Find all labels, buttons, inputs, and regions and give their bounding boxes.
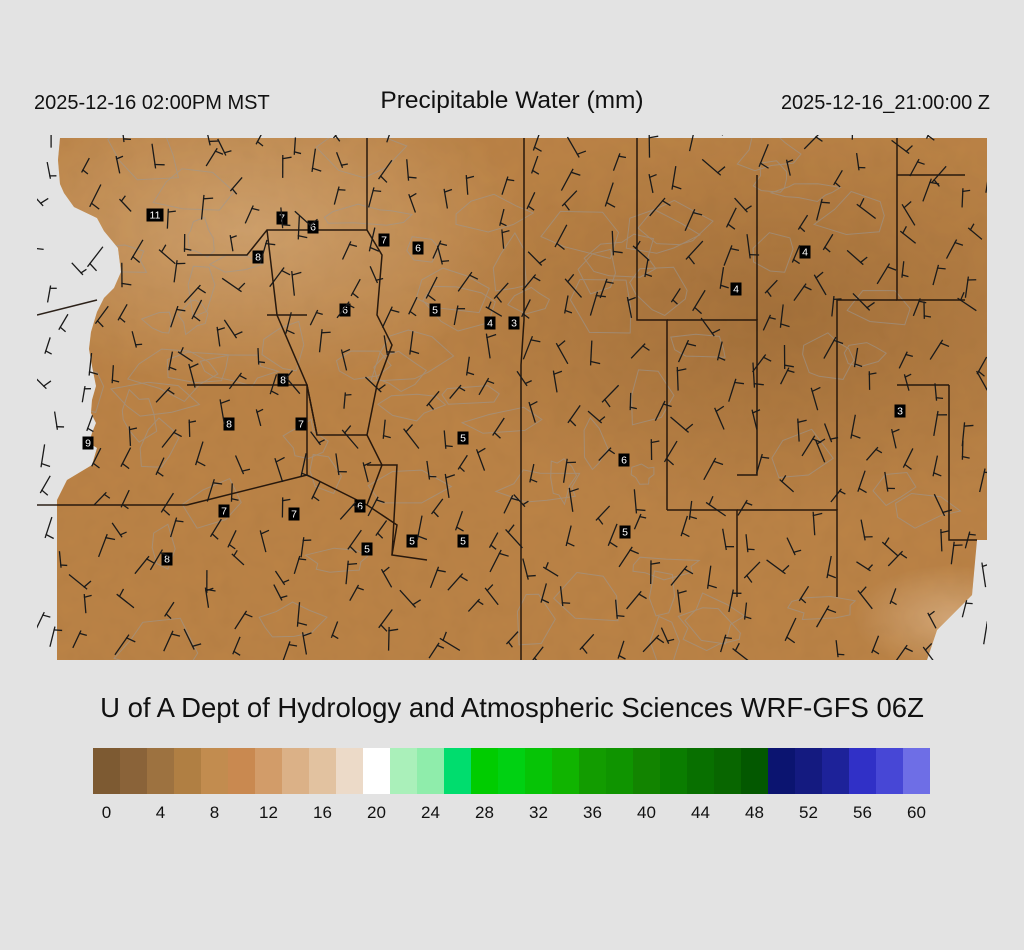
svg-text:6: 6	[621, 454, 627, 466]
svg-text:0: 0	[102, 803, 111, 822]
svg-text:5: 5	[622, 526, 628, 538]
svg-text:44: 44	[691, 803, 710, 822]
svg-text:5: 5	[460, 432, 466, 444]
svg-text:36: 36	[583, 803, 602, 822]
svg-text:3: 3	[511, 317, 517, 329]
svg-text:8: 8	[226, 418, 232, 430]
svg-text:32: 32	[529, 803, 548, 822]
svg-text:6: 6	[357, 500, 363, 512]
svg-text:48: 48	[745, 803, 764, 822]
svg-text:7: 7	[381, 234, 387, 246]
svg-text:24: 24	[421, 803, 440, 822]
svg-text:12: 12	[259, 803, 278, 822]
svg-text:40: 40	[637, 803, 656, 822]
svg-text:28: 28	[475, 803, 494, 822]
svg-text:4: 4	[802, 246, 808, 258]
svg-text:56: 56	[853, 803, 872, 822]
svg-text:16: 16	[313, 803, 332, 822]
svg-text:4: 4	[733, 283, 739, 295]
svg-text:9: 9	[85, 437, 91, 449]
svg-text:5: 5	[364, 543, 370, 555]
svg-text:4: 4	[156, 803, 165, 822]
svg-text:20: 20	[367, 803, 386, 822]
svg-text:60: 60	[907, 803, 926, 822]
svg-text:5: 5	[432, 304, 438, 316]
svg-text:8: 8	[210, 803, 219, 822]
svg-text:3: 3	[897, 405, 903, 417]
svg-text:5: 5	[460, 535, 466, 547]
svg-text:7: 7	[291, 508, 297, 520]
svg-text:4: 4	[487, 317, 493, 329]
svg-text:5: 5	[409, 535, 415, 547]
svg-text:7: 7	[298, 418, 304, 430]
svg-text:7: 7	[221, 505, 227, 517]
svg-text:52: 52	[799, 803, 818, 822]
svg-text:11: 11	[150, 209, 161, 221]
svg-text:6: 6	[415, 242, 421, 254]
